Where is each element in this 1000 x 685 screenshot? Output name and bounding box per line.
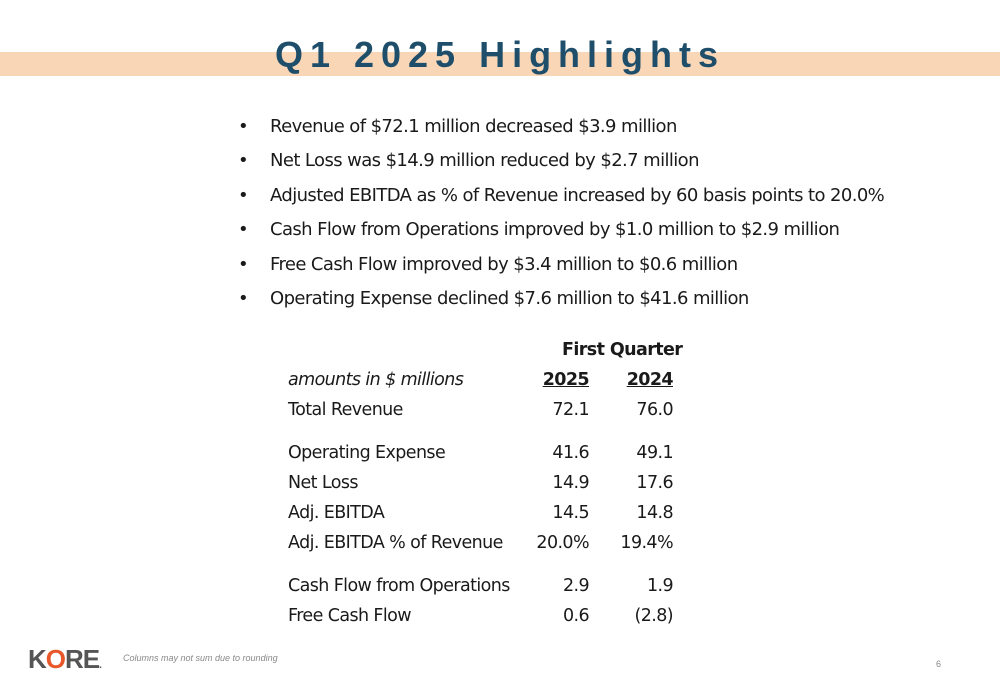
table-row: Net Loss 14.9 17.6 bbox=[288, 468, 683, 498]
table-row: Cash Flow from Operations 2.9 1.9 bbox=[288, 571, 683, 601]
value-2024: 17.6 bbox=[636, 473, 673, 493]
row-label: Operating Expense bbox=[288, 443, 446, 463]
financial-summary-table: First Quarter amounts in $ millions 2025… bbox=[288, 335, 683, 631]
row-label: Total Revenue bbox=[288, 400, 403, 420]
highlight-text: Free Cash Flow improved by $3.4 million … bbox=[270, 253, 738, 275]
table-column-header-row: amounts in $ millions 2025 2024 bbox=[288, 365, 683, 395]
column-header-2024: 2024 bbox=[626, 370, 674, 390]
value-2024: 19.4% bbox=[620, 533, 673, 553]
value-2025: 0.6 bbox=[562, 606, 590, 626]
value-2025: 2.9 bbox=[562, 576, 590, 596]
highlight-text: Adjusted EBITDA as % of Revenue increase… bbox=[270, 184, 885, 206]
value-2024: (2.8) bbox=[634, 606, 674, 626]
first-quarter-header: First Quarter bbox=[562, 340, 683, 360]
row-label: Cash Flow from Operations bbox=[288, 576, 510, 596]
value-2025: 20.0% bbox=[536, 533, 589, 553]
highlight-text: Operating Expense declined $7.6 million … bbox=[270, 287, 749, 309]
bullet-dot-icon: • bbox=[238, 184, 249, 206]
value-2025: 14.9 bbox=[552, 473, 589, 493]
row-label: Adj. EBITDA % of Revenue bbox=[288, 533, 503, 553]
title-band bbox=[0, 52, 1000, 76]
highlight-text: Revenue of $72.1 million decreased $3.9 … bbox=[270, 116, 677, 137]
value-2024: 76.0 bbox=[636, 400, 673, 420]
row-label: Net Loss bbox=[288, 473, 358, 493]
logo-letter-o: O bbox=[45, 644, 66, 674]
footnote: Columns may not sum due to rounding bbox=[123, 653, 278, 663]
column-header-2025: 2025 bbox=[542, 370, 590, 390]
value-2025: 14.5 bbox=[552, 503, 589, 523]
value-2024: 1.9 bbox=[646, 576, 674, 596]
value-2025: 72.1 bbox=[552, 400, 589, 420]
logo-letter-k: K bbox=[28, 644, 47, 674]
table-row: Adj. EBITDA % of Revenue 20.0% 19.4% bbox=[288, 528, 683, 558]
table-group-header-row: First Quarter bbox=[288, 335, 683, 365]
bullet-dot-icon: • bbox=[238, 150, 249, 172]
kore-logo: KORE. bbox=[28, 644, 102, 675]
value-2025: 41.6 bbox=[552, 443, 589, 463]
table-row: Adj. EBITDA 14.5 14.8 bbox=[288, 498, 683, 528]
logo-suffix: . bbox=[99, 660, 102, 671]
bullet-dot-icon: • bbox=[238, 219, 249, 241]
slide-title: Q1 2025 Highlights bbox=[274, 34, 726, 75]
table-row: Operating Expense 41.6 49.1 bbox=[288, 438, 683, 468]
units-label: amounts in $ millions bbox=[288, 370, 464, 390]
row-label: Adj. EBITDA bbox=[288, 503, 385, 523]
value-2024: 14.8 bbox=[636, 503, 673, 523]
highlight-text: Cash Flow from Operations improved by $1… bbox=[270, 219, 840, 241]
logo-letters-re: RE bbox=[65, 644, 100, 674]
table-row: Total Revenue 72.1 76.0 bbox=[288, 395, 683, 425]
value-2024: 49.1 bbox=[636, 443, 673, 463]
row-label: Free Cash Flow bbox=[288, 606, 412, 626]
highlight-text: Net Loss was $14.9 million reduced by $2… bbox=[270, 150, 700, 172]
bullet-dot-icon: • bbox=[238, 116, 249, 137]
bullet-dot-icon: • bbox=[238, 287, 249, 309]
table-row: Free Cash Flow 0.6 (2.8) bbox=[288, 601, 683, 631]
bullet-dot-icon: • bbox=[238, 253, 249, 275]
page-number: 6 bbox=[936, 659, 942, 669]
